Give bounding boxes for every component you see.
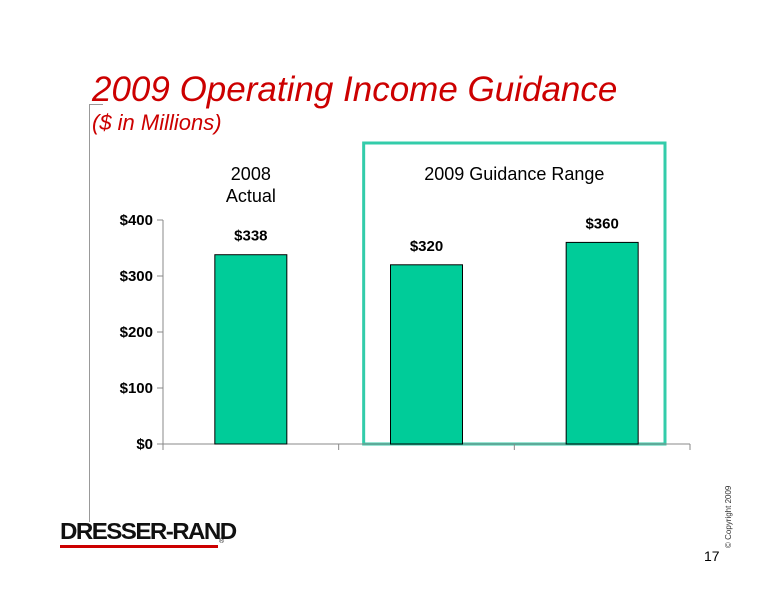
copyright-notice: © Copyright 2009 [724,485,733,548]
bar-data-label: $320 [410,238,443,255]
group-label-line: Actual [226,186,276,206]
bar-data-label: $360 [585,215,618,232]
decorative-vertical-rule [89,104,90,522]
y-tick-label: $400 [120,212,153,229]
slide-title: 2009 Operating Income Guidance [92,70,618,109]
y-tick-label: $300 [120,268,153,285]
group-label: 2009 Guidance Range [424,164,604,184]
dresser-rand-logo: DRESSER-RAND [60,518,237,544]
slide-subtitle: ($ in Millions) [92,110,222,135]
decorative-horizontal-rule [89,104,103,105]
y-tick-label: $100 [120,380,153,397]
logo-registered-mark: ® [219,538,225,545]
group-label: 2008 Actual [226,164,276,206]
logo-underline [60,545,218,548]
y-tick-label: $200 [120,324,153,341]
group-label-line: 2009 Guidance Range [424,164,604,184]
bar [565,241,639,445]
group-label-line: 2008 [231,164,271,184]
bar-data-label: $338 [234,228,267,245]
page-number: 17 [704,548,720,564]
bar [390,264,463,445]
y-tick-label: $0 [136,436,153,453]
bar [214,254,288,445]
